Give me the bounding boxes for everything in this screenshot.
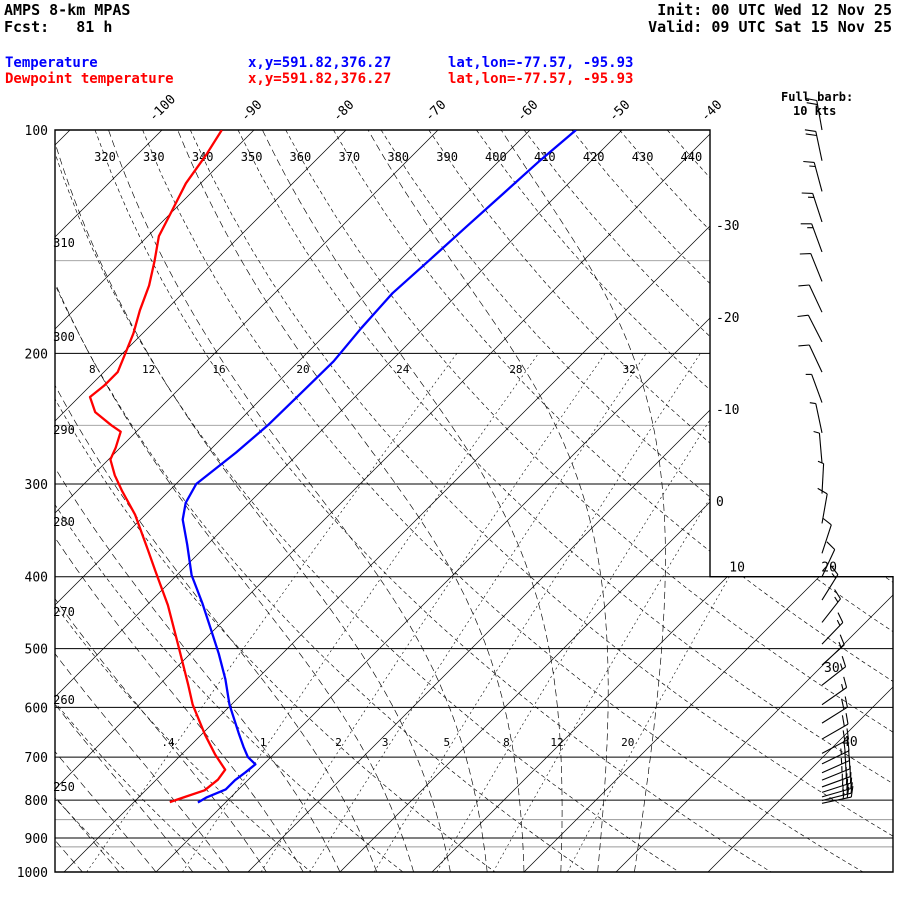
sounding-curves [88,130,577,804]
svg-text:400: 400 [25,571,48,586]
svg-text:20: 20 [621,736,634,749]
dewpoint-legend-label: Dewpoint temperature [5,71,174,87]
svg-text:40: 40 [842,735,858,750]
svg-text:-60: -60 [514,98,541,125]
svg-text:-30: -30 [716,219,739,234]
svg-text:12: 12 [550,736,563,749]
svg-text:20: 20 [296,363,309,376]
svg-text:28: 28 [509,363,522,376]
svg-text:8: 8 [503,736,510,749]
chart-axis-labels: 8 12 16 20 24 28 32.4 1 2 3 5 8 12 201002003004005006… [17,92,858,881]
svg-text:8: 8 [89,363,96,376]
barb-legend-value: 10 kts [793,104,837,118]
svg-text:32: 32 [623,363,636,376]
svg-text:330: 330 [143,150,165,164]
svg-text:0: 0 [716,495,724,510]
svg-text:800: 800 [25,794,48,809]
svg-text:440: 440 [681,150,703,164]
svg-text:16: 16 [212,363,225,376]
svg-text:-90: -90 [238,98,265,125]
temperature-curve [181,130,577,804]
svg-text:-80: -80 [330,98,357,125]
temperature-legend-label: Temperature [5,55,98,71]
svg-text:100: 100 [25,124,48,139]
svg-text:500: 500 [25,643,48,658]
dewpoint-curve [88,130,227,804]
svg-text:-100: -100 [146,92,179,125]
svg-text:310: 310 [53,236,75,250]
dewpoint-latlon: lat,lon=-77.57, -95.93 [448,71,634,87]
valid-time: Valid: 09 UTC Sat 15 Nov 25 [648,18,892,36]
init-time: Init: 00 UTC Wed 12 Nov 25 [657,1,892,19]
svg-text:1: 1 [260,736,267,749]
svg-text:300: 300 [25,478,48,493]
svg-text:370: 370 [338,150,360,164]
svg-text:280: 280 [53,515,75,529]
svg-text:10: 10 [729,561,745,576]
dewpoint-grid-coords: x,y=591.82,376.27 [248,71,392,87]
svg-text:-10: -10 [716,403,739,418]
model-title: AMPS 8-km MPAS [4,1,131,19]
svg-text:24: 24 [396,363,410,376]
wind-barbs [797,97,854,804]
svg-text:20: 20 [821,561,837,576]
svg-text:320: 320 [94,150,116,164]
svg-text:400: 400 [485,150,507,164]
barb-legend-title: Full barb: [781,90,854,104]
svg-text:430: 430 [632,150,654,164]
svg-text:380: 380 [387,150,409,164]
isobars-and-frame [54,129,894,873]
svg-text:-70: -70 [422,98,449,125]
svg-text:300: 300 [53,330,75,344]
svg-text:420: 420 [583,150,605,164]
svg-text:2: 2 [335,736,342,749]
svg-text:390: 390 [436,150,458,164]
svg-text:600: 600 [25,701,48,716]
svg-text:3: 3 [382,736,389,749]
svg-text:290: 290 [53,423,75,437]
svg-text:900: 900 [25,832,48,847]
svg-text:30: 30 [824,661,840,676]
svg-text:360: 360 [290,150,312,164]
svg-text:260: 260 [53,693,75,707]
svg-text:700: 700 [25,751,48,766]
svg-text:250: 250 [53,780,75,794]
forecast-hour: Fcst: 81 h [4,18,113,36]
svg-text:.4: .4 [161,736,175,749]
svg-text:1000: 1000 [17,866,48,881]
svg-text:-40: -40 [698,98,725,125]
svg-text:5: 5 [444,736,451,749]
temperature-grid-coords: x,y=591.82,376.27 [248,55,392,71]
svg-text:200: 200 [25,347,48,362]
svg-text:270: 270 [53,605,75,619]
svg-text:340: 340 [192,150,214,164]
svg-text:-50: -50 [606,98,633,125]
svg-text:12: 12 [142,363,155,376]
svg-text:350: 350 [241,150,263,164]
temperature-latlon: lat,lon=-77.57, -95.93 [448,55,634,71]
svg-text:-20: -20 [716,311,739,326]
